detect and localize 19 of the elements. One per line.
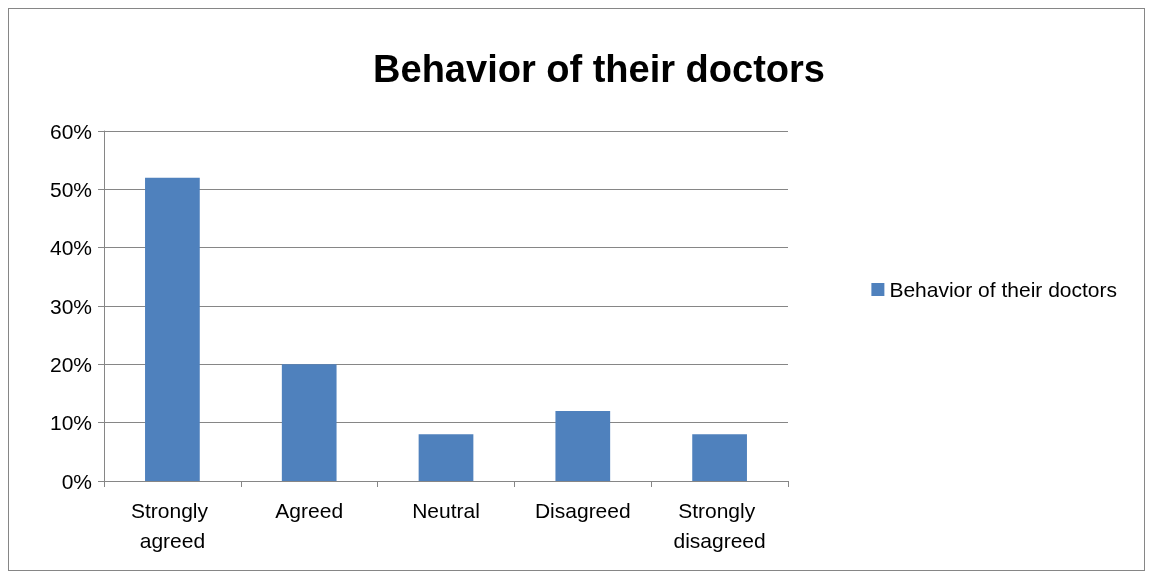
y-tick-label: 60% bbox=[49, 119, 92, 143]
x-tick-label: Strongly disagreed bbox=[673, 498, 766, 552]
y-tick-label: 10% bbox=[49, 411, 92, 435]
x-tick-label: Agreed bbox=[275, 498, 344, 522]
bar bbox=[418, 434, 474, 481]
x-tick-label: Strongly agreed bbox=[130, 498, 214, 552]
y-tick-label: 40% bbox=[49, 236, 92, 260]
bar bbox=[281, 364, 337, 481]
y-tick-label: 50% bbox=[49, 177, 92, 201]
x-tick-label: Neutral bbox=[412, 498, 480, 522]
y-tick-label: 20% bbox=[49, 352, 92, 376]
x-tick-label: Disagreed bbox=[534, 498, 631, 522]
y-tick-label: 30% bbox=[49, 294, 92, 318]
chart-title: Behavior of their doctors bbox=[373, 48, 825, 90]
y-tick-label: 0% bbox=[61, 469, 92, 493]
bar bbox=[692, 434, 747, 481]
bar bbox=[145, 177, 200, 481]
bar bbox=[555, 411, 611, 481]
legend-label: Behavior of their doctors bbox=[889, 278, 1118, 301]
